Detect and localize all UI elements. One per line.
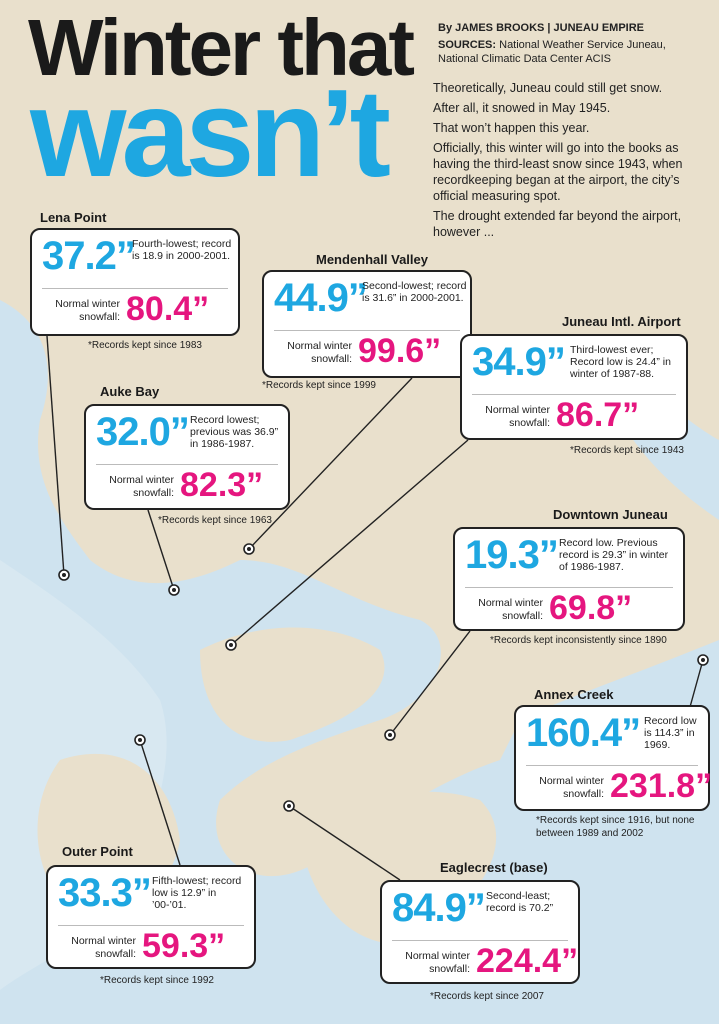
normal-label: Normal winter snowfall: <box>287 340 352 365</box>
records-note: *Records kept since 1943 <box>570 445 684 456</box>
normal-label: Normal winter snowfall: <box>539 775 604 800</box>
sources-label: SOURCES: <box>438 39 497 51</box>
record-note: Record low is 114.3” in 1969. <box>644 715 697 751</box>
intro-paragraph: After all, it snowed in May 1945. <box>433 101 611 115</box>
leader-lines <box>46 335 704 881</box>
divider <box>526 765 698 766</box>
location-name: Juneau Intl. Airport <box>562 314 681 329</box>
record-note: Record lowest; previous was 36.9” in 198… <box>190 414 279 450</box>
normal-label: Normal winter snowfall: <box>405 950 470 975</box>
records-note: *Records kept since 1999 <box>262 380 376 391</box>
record-note: Third-lowest ever; Record low is 24.4” i… <box>570 344 671 380</box>
records-note: *Records kept since 1916, but none betwe… <box>536 815 695 839</box>
snowfall: 160.4” <box>526 711 641 755</box>
location-box: 44.9” Second-lowest; record is 31.6” in 2… <box>262 270 472 378</box>
record-note: Record low. Previous record is 29.3” in … <box>559 537 669 573</box>
normal-label: Normal winter snowfall: <box>55 298 120 323</box>
normal-label: Normal winter snowfall: <box>109 474 174 499</box>
location-box: 32.0” Record lowest; previous was 36.9” i… <box>84 404 290 510</box>
intro-paragraph: The drought extended far beyond the airp… <box>433 209 682 239</box>
sources-text: National Weather Service Juneau, Nationa… <box>438 39 666 65</box>
snowfall: 34.9” <box>472 340 566 384</box>
records-note: *Records kept since 2007 <box>430 991 544 1002</box>
records-note: *Records kept since 1963 <box>158 515 272 526</box>
snowfall: 84.9” <box>392 886 486 930</box>
snowfall: 44.9” <box>274 276 368 320</box>
normal-label: Normal winter snowfall: <box>485 404 550 429</box>
title: Winter that <box>28 3 415 92</box>
snowfall: 19.3” <box>465 533 559 577</box>
location-box: 37.2” Fourth-lowest; record is 18.9 in 20… <box>30 228 240 336</box>
record-note: Second-lowest; record is 31.6” in 2000-2… <box>362 280 467 304</box>
normal-snowfall: 59.3” <box>142 927 226 965</box>
normal-snowfall: 99.6” <box>358 332 442 370</box>
records-note: *Records kept inconsistently since 1890 <box>490 635 667 646</box>
location-name: Auke Bay <box>100 384 160 399</box>
divider <box>274 330 460 331</box>
location-box: 33.3” Fifth-lowest; record low is 12.9” i… <box>46 865 256 969</box>
record-note: Fifth-lowest; record low is 12.9” in ’00… <box>152 875 242 911</box>
location-name: Downtown Juneau <box>553 507 668 522</box>
record-note: Second-least; record is 70.2” <box>486 890 554 914</box>
sources: SOURCES: National Weather Service Juneau… <box>438 38 708 66</box>
normal-snowfall: 80.4” <box>126 290 210 328</box>
intro-paragraph: Officially, this winter will go into the… <box>433 141 683 203</box>
record-note: Fourth-lowest; record is 18.9 in 2000-20… <box>132 238 232 262</box>
divider <box>472 394 676 395</box>
normal-snowfall: 69.8” <box>549 589 633 627</box>
dot-centers <box>62 547 705 808</box>
location-box: 84.9” Second-least; record is 70.2” Normal… <box>380 880 580 984</box>
intro-paragraph: Theoretically, Juneau could still get sn… <box>433 81 663 95</box>
title: wasn’t <box>30 65 391 203</box>
location-box: 34.9” Third-lowest ever; Record low is 24… <box>460 334 688 440</box>
snowfall: 32.0” <box>96 410 190 454</box>
snowfall: 33.3” <box>58 871 152 915</box>
normal-label: Normal winter snowfall: <box>71 935 136 960</box>
records-note: *Records kept since 1992 <box>100 975 214 986</box>
location-box: 160.4” Record low is 114.3” in 1969. Norma… <box>514 705 713 811</box>
byline: By JAMES BROOKS | JUNEAU EMPIRE <box>438 22 645 34</box>
divider <box>465 587 673 588</box>
normal-label: Normal winter snowfall: <box>478 597 543 622</box>
records-note: *Records kept since 1983 <box>88 340 202 351</box>
normal-snowfall: 82.3” <box>180 466 264 504</box>
location-name: Outer Point <box>62 844 133 859</box>
divider <box>58 925 244 926</box>
intro-paragraph: That won’t happen this year. <box>433 121 590 135</box>
location-box: 19.3” Record low. Previous record is 29.3… <box>453 527 685 631</box>
intro: Theoretically, Juneau could still get sn… <box>433 80 713 244</box>
location-name: Mendenhall Valley <box>316 252 428 267</box>
location-name: Annex Creek <box>534 687 614 702</box>
divider <box>96 464 278 465</box>
divider <box>392 940 568 941</box>
normal-snowfall: 224.4” <box>476 942 579 980</box>
snowfall: 37.2” <box>42 234 136 278</box>
normal-snowfall: 86.7” <box>556 396 640 434</box>
normal-snowfall: 231.8” <box>610 767 713 805</box>
location-name: Eaglecrest (base) <box>440 860 548 875</box>
location-name: Lena Point <box>40 210 107 225</box>
divider <box>42 288 228 289</box>
